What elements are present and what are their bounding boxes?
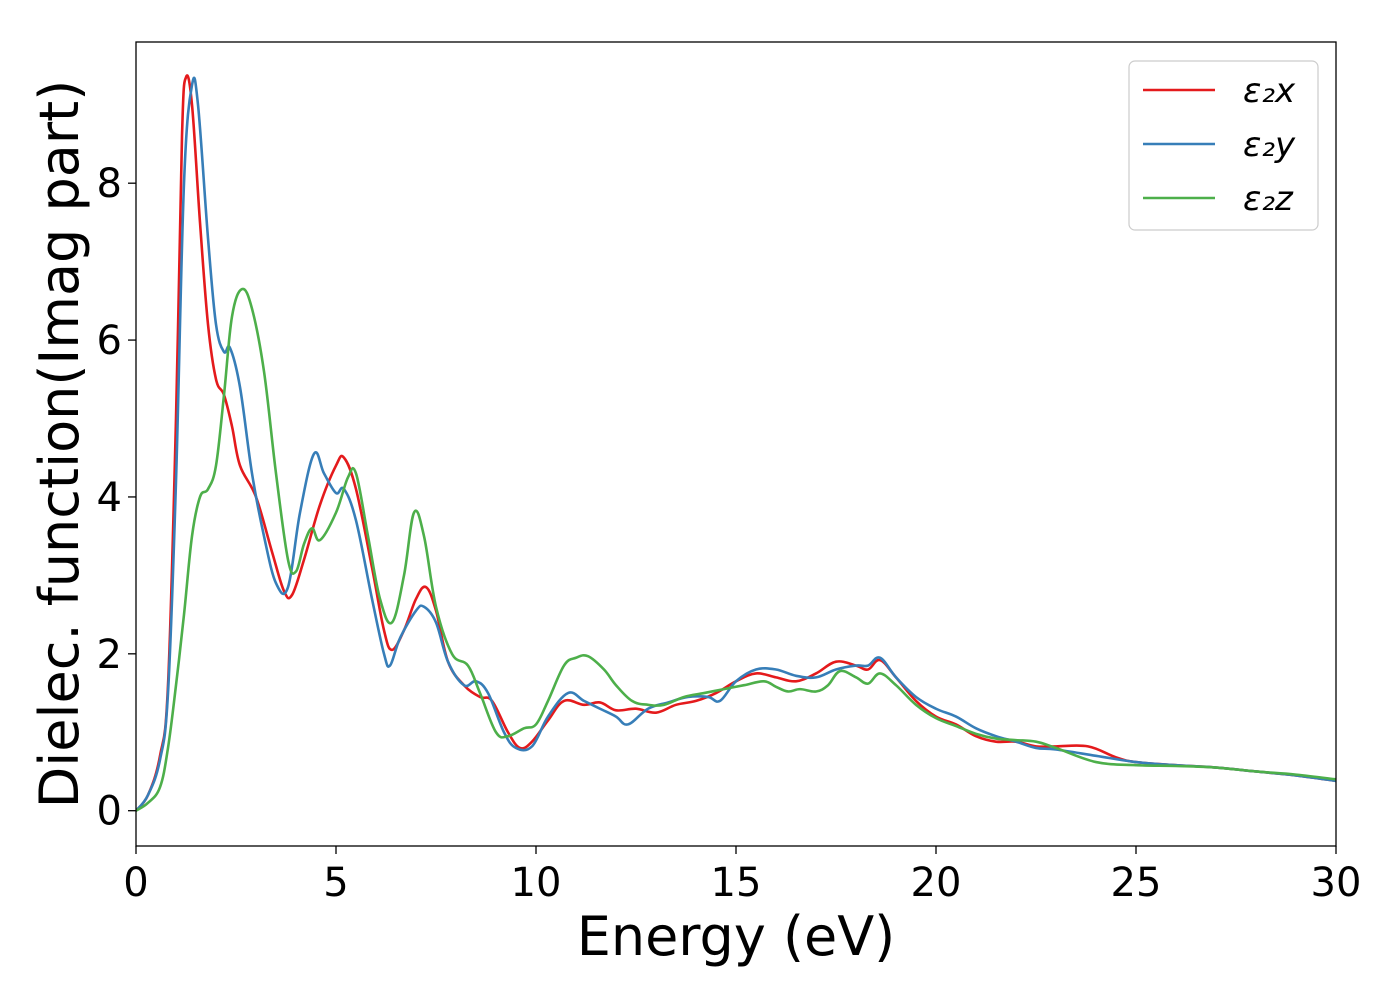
x-axis-title: Energy (eV) bbox=[577, 905, 896, 968]
y-axis-title: Dielec. function(Imag part) bbox=[28, 80, 91, 809]
y-tick-label: 6 bbox=[97, 318, 122, 364]
series-line-eps2y bbox=[136, 76, 1336, 812]
x-tick-label: 30 bbox=[1311, 860, 1362, 906]
legend-label-eps2y: ε₂y bbox=[1243, 125, 1296, 165]
series-line-eps2z bbox=[136, 287, 1336, 812]
y-axis: 0 2 4 6 8 bbox=[97, 161, 136, 835]
y-tick-label: 4 bbox=[97, 475, 122, 521]
x-axis: 0 5 10 15 20 25 30 bbox=[123, 846, 1361, 906]
x-tick-label: 20 bbox=[911, 860, 962, 906]
x-tick-label: 25 bbox=[1111, 860, 1162, 906]
y-tick-label: 0 bbox=[97, 789, 122, 835]
x-tick-label: 0 bbox=[123, 860, 148, 906]
legend: ε₂x ε₂y ε₂z bbox=[1128, 60, 1319, 231]
legend-box bbox=[1128, 60, 1319, 231]
y-tick-label: 2 bbox=[97, 632, 122, 678]
series-layer bbox=[136, 74, 1336, 812]
x-tick-label: 10 bbox=[511, 860, 562, 906]
legend-label-eps2z: ε₂z bbox=[1243, 179, 1294, 219]
x-tick-label: 5 bbox=[323, 860, 348, 906]
y-tick-label: 8 bbox=[97, 161, 122, 207]
x-tick-label: 15 bbox=[711, 860, 762, 906]
legend-label-eps2x: ε₂x bbox=[1243, 71, 1296, 111]
